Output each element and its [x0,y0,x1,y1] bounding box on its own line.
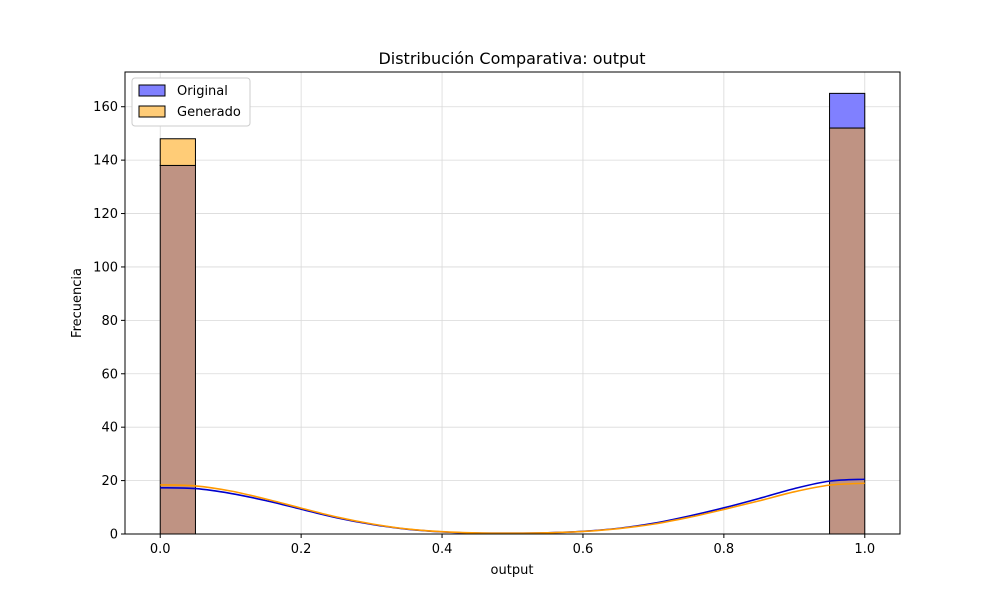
x-tick-label: 1.0 [854,542,875,557]
kde-layer [160,478,865,535]
bar-generado [159,138,196,166]
bars-layer [159,92,866,535]
y-tick-label: 100 [93,260,118,275]
legend-swatch-generado [138,105,166,118]
x-tick-label: 0.4 [432,542,453,557]
legend-label-generado: Generado [177,105,241,120]
chart-title: Distribución Comparativa: output [378,49,645,68]
y-tick-label: 40 [101,421,118,436]
x-tick-label: 0.6 [573,542,594,557]
y-tick-label: 140 [93,154,118,169]
x-tick-label: 0.2 [291,542,312,557]
plot-frame [124,71,901,535]
y-tick-label: 120 [93,207,118,222]
ticks-layer: 0.0 0.2 0.4 0.6 0.8 1.0 0 20 40 60 80 100 120 140 160 [93,100,875,557]
x-tick-label: 0.0 [150,542,171,557]
kde-line-original [160,478,865,535]
bar-original [829,92,866,129]
kde-line-generado [160,482,865,535]
y-axis-label: Frecuencia [70,268,85,338]
y-tick-label: 80 [101,314,118,329]
grid-layer [125,72,900,535]
legend-label-original: Original [177,84,228,99]
legend: Original Generado [131,77,251,127]
y-tick-label: 60 [101,367,118,382]
x-tick-label: 0.8 [714,542,735,557]
y-tick-label: 160 [93,100,118,115]
y-tick-label: 20 [101,474,118,489]
y-tick-label: 0 [110,528,118,543]
legend-swatch-original [138,84,166,97]
x-axis-label: output [491,563,534,578]
bar-overlap [159,164,196,535]
bar-overlap [829,127,866,535]
